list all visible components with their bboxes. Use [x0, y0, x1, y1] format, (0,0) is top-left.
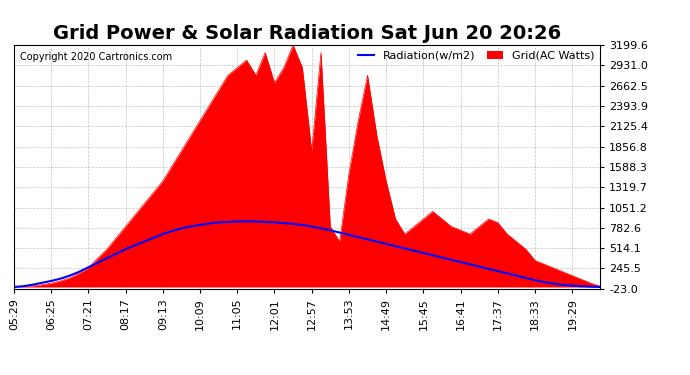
- Legend: Radiation(w/m2), Grid(AC Watts): Radiation(w/m2), Grid(AC Watts): [357, 51, 595, 60]
- Title: Grid Power & Solar Radiation Sat Jun 20 20:26: Grid Power & Solar Radiation Sat Jun 20 …: [53, 24, 561, 44]
- Text: Copyright 2020 Cartronics.com: Copyright 2020 Cartronics.com: [19, 53, 172, 62]
